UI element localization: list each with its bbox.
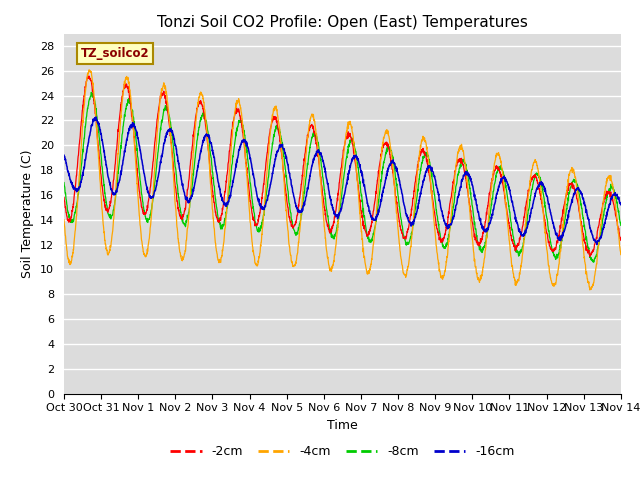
Text: TZ_soilco2: TZ_soilco2 xyxy=(81,47,149,60)
Y-axis label: Soil Temperature (C): Soil Temperature (C) xyxy=(22,149,35,278)
Legend: -2cm, -4cm, -8cm, -16cm: -2cm, -4cm, -8cm, -16cm xyxy=(165,440,520,463)
Title: Tonzi Soil CO2 Profile: Open (East) Temperatures: Tonzi Soil CO2 Profile: Open (East) Temp… xyxy=(157,15,528,30)
X-axis label: Time: Time xyxy=(327,419,358,432)
